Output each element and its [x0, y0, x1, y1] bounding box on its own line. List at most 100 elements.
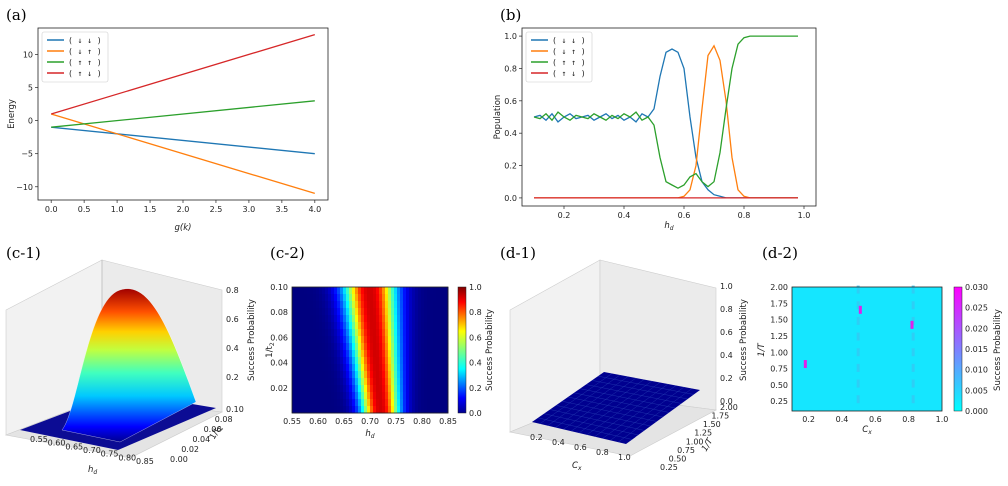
chart-c2-cell — [373, 315, 377, 323]
chart-c2-cell — [424, 301, 428, 309]
chart-c2-cell — [439, 350, 443, 358]
chart-c2-cell — [325, 329, 329, 337]
chart-c2-cell — [415, 392, 419, 400]
chart-a-xtick-label: 4.0 — [308, 205, 321, 214]
chart-c2-cell — [400, 308, 404, 316]
panel-label-a: (a) — [6, 6, 27, 24]
chart-c2-cell — [409, 329, 413, 337]
chart-c2-cell — [391, 378, 395, 386]
chart-c2-cell — [385, 350, 389, 358]
chart-a-legend: ( ↓ ↓ ) ( ↓ ↑ ) ( ↑ ↑ ) ( ↑ ↓ ) — [41, 31, 109, 83]
chart-c2-cell — [322, 357, 326, 365]
chart-c2-cell — [343, 329, 347, 337]
chart-c2-cell — [313, 350, 317, 358]
chart-c2-cell — [346, 301, 350, 309]
chart-c2-cell — [313, 287, 317, 295]
chart-d1-ztick-label: 1.0 — [720, 282, 733, 291]
chart-c2-cell — [337, 322, 341, 330]
chart-c2-cell — [334, 336, 338, 344]
chart-d1-ztick-label: 0.4 — [720, 351, 733, 360]
chart-c2-cell — [307, 343, 311, 351]
chart-c2-cell — [331, 378, 335, 386]
chart-c2-colorbar-ticks: 0.0 0.2 0.4 0.6 0.8 1.0 — [469, 283, 482, 418]
chart-c2-cell — [355, 343, 359, 351]
chart-c2-cell — [370, 392, 374, 400]
chart-c2-cell — [325, 385, 329, 393]
chart-a-legend-label-2: ( ↓ ↑ ) — [68, 47, 102, 56]
chart-b-legend-label-3: ( ↑ ↑ ) — [552, 58, 586, 67]
chart-c2-cell — [361, 294, 365, 302]
chart-c2-cell — [385, 308, 389, 316]
chart-d2-faint-cell — [911, 379, 915, 388]
chart-c2-cell — [364, 343, 368, 351]
chart-c2-cell — [409, 308, 413, 316]
chart-c2-cell — [343, 287, 347, 295]
chart-c2-cell — [427, 308, 431, 316]
chart-b-xtick-label: 1.0 — [798, 211, 811, 220]
chart-c2-cell — [364, 287, 368, 295]
chart-c2-cell — [412, 371, 416, 379]
chart-c1-xtick-label: 0.70 — [83, 446, 101, 455]
chart-c2-cell — [388, 301, 392, 309]
chart-c2-cell — [370, 378, 374, 386]
chart-c1-peak — [61, 288, 197, 443]
chart-b-ytick-label: 0.0 — [504, 194, 517, 203]
chart-c2-cell — [334, 301, 338, 309]
chart-c2-cell — [436, 287, 440, 295]
chart-c2-cell — [439, 329, 443, 337]
chart-c2-cell — [418, 301, 422, 309]
chart-c2-cell — [313, 308, 317, 316]
chart-c2-cell — [391, 385, 395, 393]
chart-c2-cell — [307, 336, 311, 344]
chart-c2-cell — [397, 378, 401, 386]
chart-c2-cell — [445, 350, 449, 358]
chart-c2-cell — [349, 336, 353, 344]
chart-c2-cell — [445, 343, 449, 351]
chart-c2-cell — [346, 357, 350, 365]
chart-c2-cell — [322, 343, 326, 351]
chart-c2-cell — [319, 315, 323, 323]
chart-c2-cell — [418, 357, 422, 365]
chart-c2-cell — [358, 378, 362, 386]
chart-c2-cell — [436, 343, 440, 351]
chart-d2-xtick-label: 0.2 — [802, 415, 815, 424]
chart-c2-cell — [343, 343, 347, 351]
chart-c2-cell — [361, 371, 365, 379]
chart-c2-cell — [298, 357, 302, 365]
chart-c2-cell — [418, 399, 422, 407]
chart-c2-cell — [385, 385, 389, 393]
chart-c2-cell — [445, 287, 449, 295]
chart-c2-cell — [367, 287, 371, 295]
chart-b-xlabel: hd — [664, 221, 673, 232]
chart-d2-faint-cell — [856, 332, 860, 341]
chart-a-series-1 — [51, 126, 315, 155]
chart-c2-cell — [379, 336, 383, 344]
chart-c2-colorbar-tick: 0.8 — [469, 308, 482, 317]
chart-c2-cell — [427, 287, 431, 295]
chart-c2-cell — [409, 343, 413, 351]
chart-c2-cell — [304, 357, 308, 365]
chart-c2-cell — [376, 329, 380, 337]
chart-a-series-2 — [51, 113, 315, 195]
chart-a-series-4 — [51, 33, 315, 115]
chart-c2-cell — [394, 336, 398, 344]
chart-c2-cell — [343, 322, 347, 330]
chart-c2-cell — [322, 294, 326, 302]
chart-c2-cell — [436, 350, 440, 358]
chart-c2-cell — [409, 399, 413, 407]
chart-c2-ylabel-main: 1/t — [265, 345, 275, 357]
chart-c2-cell — [298, 392, 302, 400]
chart-c2-cell — [442, 336, 446, 344]
chart-c1-xlabel: hd — [88, 465, 97, 476]
chart-c2-cell — [331, 329, 335, 337]
chart-c2-cell — [343, 364, 347, 372]
chart-c2-cell — [295, 364, 299, 372]
chart-c2-cell — [403, 308, 407, 316]
chart-c2-cell — [301, 392, 305, 400]
chart-c2-cell — [316, 385, 320, 393]
chart-c2-cell — [382, 378, 386, 386]
chart-c2-cell — [364, 350, 368, 358]
chart-d2-y-ticks: 0.25 0.50 0.75 1.00 1.25 1.50 1.75 2.00 — [770, 283, 788, 406]
chart-c2-cell — [424, 308, 428, 316]
chart-c2-cell — [433, 301, 437, 309]
